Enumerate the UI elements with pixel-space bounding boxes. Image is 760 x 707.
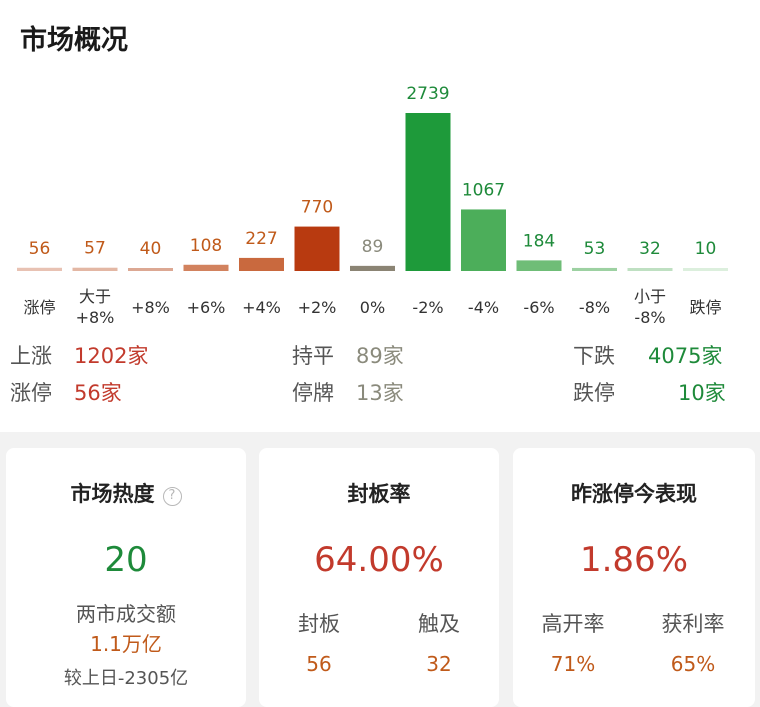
category-label: 跌停 (689, 298, 721, 317)
bar-10[interactable] (572, 267, 617, 271)
yesterday-limitup-card[interactable]: 昨涨停今表现 1.86% 高开率 获利率 71% 65% (513, 448, 755, 707)
limitdown-value: 10家 (678, 381, 726, 405)
category-label: -4% (468, 298, 499, 317)
category-label: -8% (579, 298, 610, 317)
summary-cards: 市场热度? 20 两市成交额 1.1万亿 较上日-2305亿 封板率 64.00… (0, 448, 760, 707)
limitup-label: 涨停 (10, 381, 52, 405)
touch-count-value: 32 (426, 652, 452, 676)
bar-value-label: 1067 (462, 180, 505, 200)
bar-1[interactable] (72, 267, 118, 271)
turnover-value: 1.1万亿 (90, 632, 162, 656)
touch-count-label: 触及 (418, 612, 460, 636)
bar-value-label: 57 (84, 239, 106, 259)
bar-4[interactable] (239, 257, 284, 271)
limitdown-label: 跌停 (573, 381, 615, 405)
market-heat-title-row: 市场热度? (6, 478, 246, 508)
seal-rate-card[interactable]: 封板率 64.00% 封板 触及 56 32 (259, 448, 499, 707)
bar-5[interactable] (294, 226, 340, 271)
yesterday-limitup-title: 昨涨停今表现 (571, 482, 697, 506)
category-label: 大于 (79, 287, 111, 306)
category-label: +4% (242, 298, 281, 317)
profit-rate-value: 65% (670, 652, 716, 676)
market-heat-card[interactable]: 市场热度? 20 两市成交额 1.1万亿 较上日-2305亿 (6, 448, 246, 707)
category-label: -2% (412, 298, 443, 317)
bar-value-label: 770 (301, 198, 333, 218)
bar-9[interactable] (516, 260, 562, 271)
category-label: +8% (76, 308, 115, 327)
seal-rate-value: 64.00% (314, 540, 444, 580)
bar-value-label: 2739 (406, 84, 449, 104)
bar-value-label: 53 (584, 239, 606, 259)
bar-12[interactable] (683, 268, 728, 271)
category-label: +8% (131, 298, 170, 317)
bar-value-label: 108 (190, 236, 222, 256)
market-heat-value: 20 (104, 540, 148, 580)
category-label: -6% (523, 298, 554, 317)
bar-value-label: 40 (140, 239, 162, 259)
help-icon[interactable]: ? (162, 487, 182, 506)
flat-value: 89家 (356, 344, 404, 368)
bar-6[interactable] (350, 265, 395, 271)
fall-label: 下跌 (573, 344, 615, 368)
bar-value-label: 227 (245, 229, 277, 249)
bar-value-label: 10 (695, 239, 717, 259)
bar-8[interactable] (461, 209, 506, 271)
bar-11[interactable] (627, 268, 673, 271)
turnover-label: 两市成交额 (76, 602, 176, 626)
distribution-bar-chart[interactable]: 56 涨停 57 大于 +8% 40 +8% 108 +6% 227 +4% 770 +2% 89 0% 27… (0, 0, 760, 330)
bar-2[interactable] (128, 268, 173, 271)
rise-label: 上涨 (10, 344, 52, 368)
category-label: -8% (634, 308, 665, 327)
bar-3[interactable] (183, 264, 229, 271)
page-title: 市场概况 (20, 25, 128, 56)
turnover-compare: 较上日-2305亿 (63, 668, 189, 689)
yesterday-limitup-value: 1.86% (579, 540, 688, 580)
bar-7[interactable] (405, 113, 451, 271)
category-label: 0% (360, 298, 385, 317)
bar-value-label: 184 (523, 231, 555, 251)
rise-value: 1202家 (74, 344, 149, 368)
market-overview-panel: 市场概况 56 涨停 57 大于 +8% 40 +8% 108 +6% 227 +4% 770 +2% 8… (0, 0, 760, 432)
category-label: +2% (298, 298, 337, 317)
category-label: 涨停 (23, 298, 55, 317)
suspend-label: 停牌 (292, 381, 334, 405)
category-label: 小于 (634, 287, 666, 306)
bar-value-label: 89 (362, 237, 384, 257)
market-heat-title: 市场热度 (70, 482, 155, 506)
category-label: +6% (187, 298, 226, 317)
seal-rate-title: 封板率 (347, 482, 411, 506)
fall-value: 4075家 (648, 344, 723, 368)
bar-0[interactable] (17, 267, 62, 271)
limitup-value: 56家 (74, 381, 122, 405)
seal-count-value: 56 (306, 652, 332, 676)
high-open-rate-value: 71% (550, 652, 596, 676)
seal-count-label: 封板 (298, 612, 340, 636)
high-open-rate-label: 高开率 (541, 612, 605, 636)
flat-label: 持平 (292, 344, 334, 368)
suspend-value: 13家 (356, 381, 404, 405)
bar-value-label: 32 (639, 239, 661, 259)
profit-rate-label: 获利率 (661, 612, 725, 636)
bar-value-label: 56 (29, 239, 51, 259)
